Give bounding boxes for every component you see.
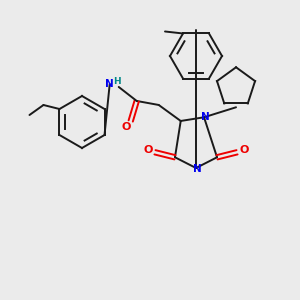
Text: O: O	[121, 122, 130, 132]
Text: O: O	[239, 145, 249, 155]
Text: N: N	[105, 79, 114, 89]
Text: N: N	[193, 164, 201, 174]
Text: N: N	[201, 112, 209, 122]
Text: H: H	[113, 77, 121, 86]
Text: O: O	[143, 145, 153, 155]
